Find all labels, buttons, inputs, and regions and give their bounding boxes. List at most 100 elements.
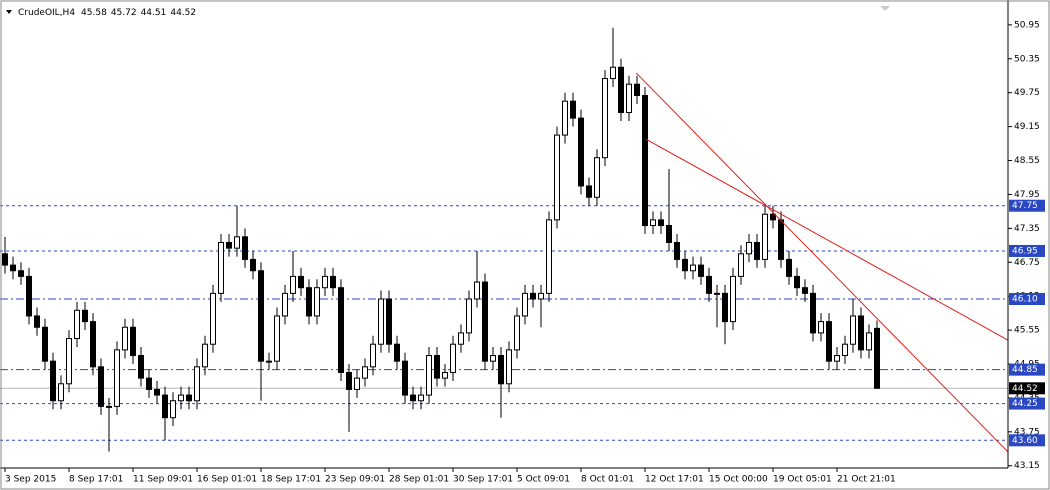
y-tick-label: 50.95: [1014, 20, 1040, 30]
candle-body: [778, 219, 784, 260]
level-label-text: 47.75: [1012, 201, 1038, 211]
candle-body: [154, 388, 160, 396]
candle-body: [338, 287, 344, 373]
scroll-marker: [880, 6, 890, 11]
candle-body: [586, 185, 592, 198]
level-label: 44.25: [1009, 397, 1045, 410]
candle-body: [858, 315, 864, 351]
y-tick-label: 49.15: [1014, 122, 1040, 132]
x-tick-label: 8 Sep 17:01: [69, 475, 123, 485]
candle-body: [530, 292, 536, 300]
candle-body: [810, 292, 816, 334]
level-label-box: [1009, 434, 1045, 447]
level-label-box: [1009, 363, 1045, 376]
candle-body: [146, 377, 152, 390]
candle-body: [250, 258, 256, 272]
candle-body: [234, 236, 240, 249]
candle-body: [10, 264, 16, 272]
candle-body: [2, 253, 8, 266]
y-tick-label: 45.55: [1014, 326, 1040, 336]
candle-body: [626, 83, 632, 113]
candle-body: [658, 219, 664, 227]
candle-body: [66, 338, 72, 385]
candle-body: [290, 275, 296, 294]
candle-body: [130, 326, 136, 357]
candle-body: [82, 309, 88, 323]
y-tick-label: 47.35: [1014, 224, 1040, 234]
level-label: 47.75: [1009, 199, 1045, 212]
candle-body: [602, 78, 608, 159]
x-tick-label: 8 Oct 01:01: [581, 475, 634, 485]
candle-body: [706, 275, 712, 294]
candle-body: [522, 292, 528, 317]
candle-body: [314, 287, 320, 317]
candle-body: [186, 394, 192, 402]
candle-body: [770, 213, 776, 221]
menu-triangle: [6, 10, 12, 14]
candle-body: [746, 241, 752, 255]
x-tick-label: 23 Sep 09:01: [325, 475, 385, 485]
level-label-text: 44.25: [1012, 399, 1038, 409]
candle-body: [466, 298, 472, 334]
candle-body: [18, 270, 24, 277]
candle-body: [74, 309, 80, 340]
x-tick-label: 21 Oct 21:01: [837, 475, 896, 485]
x-tick-label: 18 Sep 17:01: [261, 475, 321, 485]
candle-body: [354, 377, 360, 390]
candle-body: [450, 343, 456, 373]
candle-body: [562, 100, 568, 136]
candle-body: [170, 400, 176, 419]
x-tick-label: 16 Sep 01:01: [197, 475, 257, 485]
plot-area: [0, 27, 1009, 453]
candle-body: [514, 315, 520, 351]
candle-body: [498, 355, 504, 385]
candle-body: [226, 241, 232, 249]
x-tick-label: 19 Oct 05:01: [773, 475, 832, 485]
current-price-label: 44.52: [1009, 382, 1045, 395]
candle-body: [50, 360, 56, 402]
candle-body: [682, 258, 688, 272]
candle-body: [594, 157, 600, 198]
candle-body: [274, 315, 280, 362]
x-tick-label: 5 Oct 09:01: [517, 475, 570, 485]
current-price-box: [1009, 382, 1045, 395]
candle-body: [714, 292, 720, 295]
candle-body: [418, 394, 424, 402]
level-label: 43.60: [1009, 434, 1045, 447]
candle-body: [218, 241, 224, 294]
candle-body: [242, 236, 248, 260]
candle-body: [386, 298, 392, 345]
candle-body: [42, 326, 48, 362]
candle-body: [178, 394, 184, 402]
candle-body: [786, 258, 792, 277]
candle-body: [546, 219, 552, 294]
candle-body: [410, 394, 416, 402]
candle-body: [866, 332, 872, 351]
x-tick-label: 28 Sep 01:01: [389, 475, 449, 485]
candle-body: [282, 292, 288, 317]
level-label: 46.95: [1009, 244, 1045, 257]
candle-body: [674, 241, 680, 260]
level-label-box: [1009, 293, 1045, 305]
candle-body: [834, 355, 840, 362]
candle-body: [802, 287, 808, 294]
level-label-box: [1009, 397, 1045, 410]
candle-body: [642, 95, 648, 227]
candle-body: [738, 253, 744, 277]
level-label-text: 44.85: [1012, 365, 1038, 375]
x-tick-label: 3 Sep 2015: [5, 475, 56, 485]
candle-body: [754, 241, 760, 260]
candle-body: [610, 66, 616, 80]
candle-body: [298, 275, 304, 289]
candle-body: [730, 275, 736, 323]
candle-body: [490, 355, 496, 362]
candle-body: [874, 327, 880, 389]
current-price-text: 44.52: [1012, 384, 1038, 394]
candle-body: [266, 360, 272, 363]
x-tick-label: 11 Sep 09:01: [133, 475, 193, 485]
candle-body: [90, 321, 96, 368]
candle-body: [34, 315, 40, 328]
y-tick-label: 43.15: [1014, 461, 1040, 471]
candle-body: [346, 371, 352, 390]
